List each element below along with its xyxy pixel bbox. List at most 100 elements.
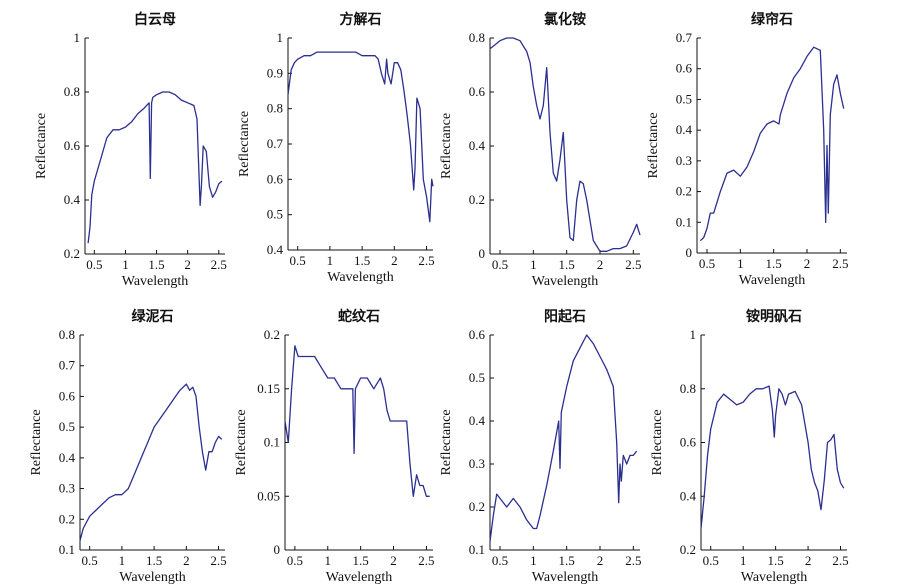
subplot-8: 0.2 0.4 0.6 0.8 1 0.5 1 1.5 2 2.5 铵明矾石 Wavelength Re… [650,308,849,585]
y-tick-label: 0.6 [469,84,486,99]
x-tick-label: 2 [597,257,604,272]
y-tick-label: 0.1 [469,542,485,557]
y-tick-label: 0.6 [267,171,284,186]
subplot-title: 白云母 [134,11,176,28]
y-axis-label: Reflectance [646,112,661,178]
x-tick-label: 0.5 [699,256,715,271]
x-tick-label: 0.5 [492,553,508,568]
y-tick-label: 0.15 [257,381,280,396]
x-axis-label: Wavelength [532,274,599,289]
y-axis-label: Reflectance [439,409,454,475]
subplot-title: 铵明矾石 [746,308,802,325]
subplot-title: 阳起石 [544,308,586,325]
x-tick-label: 1 [327,253,334,268]
x-tick-label: 1 [737,256,744,271]
x-tick-label: 1 [530,257,537,272]
x-tick-label: 2.5 [418,553,434,568]
reflectance-curve [79,383,223,541]
subplot-2: 0.4 0.5 0.6 0.7 0.8 0.9 1 0.5 1 1.5 2 2.5 方解石 Wavelen… [237,11,435,285]
x-tick-label: 0.5 [492,257,508,272]
x-tick-label: 2 [391,253,398,268]
y-axis-label: Reflectance [237,111,252,177]
reflectance-curve [284,345,430,497]
x-tick-label: 2.5 [832,256,848,271]
y-tick-label: 0.7 [59,358,76,373]
x-axis-label: Wavelength [326,570,393,585]
y-axis-label: Reflectance [234,409,249,475]
subplot-title: 绿泥石 [132,308,174,325]
x-tick-label: 1.5 [146,553,162,568]
y-tick-label: 0.8 [267,101,283,116]
subplot-title: 氯化铵 [544,11,586,28]
y-tick-label: 0.05 [257,488,280,503]
y-tick-label: 0.6 [64,138,81,153]
y-tick-label: 0.2 [469,192,485,207]
reflectance-curve [700,385,845,529]
y-tick-label: 0.8 [680,381,696,396]
y-tick-label: 0.6 [680,435,697,450]
x-tick-label: 1.5 [766,256,782,271]
x-tick-label: 2.5 [211,257,227,272]
y-axis-label: Reflectance [650,409,665,475]
y-tick-label: 0.3 [469,456,485,471]
y-tick-label: 0.2 [264,327,280,342]
x-tick-label: 0.5 [703,553,719,568]
y-tick-label: 0.4 [676,122,693,137]
x-tick-label: 2 [184,257,191,272]
x-axis-label: Wavelength [741,570,808,585]
y-tick-label: 0.5 [267,207,283,222]
subplot-3: 0 0.2 0.4 0.6 0.8 0.5 1 1.5 2 2.5 氯化铵 Wavelength Ref… [439,11,641,289]
y-axis-label: Reflectance [34,113,49,179]
x-tick-label: 1 [325,553,332,568]
y-tick-label: 0.2 [680,542,696,557]
reflectance-curve [287,51,434,223]
y-tick-label: 0.6 [469,327,486,342]
subplot-5: 0.1 0.2 0.3 0.4 0.5 0.6 0.7 0.8 0.5 1 1.5 2 2.5 绿泥石 Wa… [29,308,227,585]
subplot-7: 0.1 0.2 0.3 0.4 0.5 0.6 0.5 1 1.5 2 2.5 阳起石 Waveleng… [439,308,641,585]
subplot-4: 0 0.1 0.2 0.3 0.4 0.5 0.6 0.7 0.5 1 1.5 2 2.5 绿帘石 Wave… [646,11,848,288]
y-tick-label: 0.1 [676,214,692,229]
y-tick-label: 0 [274,542,281,557]
y-tick-label: 0.5 [469,370,485,385]
x-tick-label: 1.5 [353,553,369,568]
y-tick-label: 1 [277,30,284,45]
x-tick-label: 0.5 [290,253,306,268]
x-axis-label: Wavelength [739,273,806,288]
y-tick-label: 0.4 [59,450,76,465]
x-tick-label: 2.5 [625,553,641,568]
x-tick-label: 2 [805,553,812,568]
y-tick-label: 0.2 [469,499,485,514]
x-axis-label: Wavelength [122,274,189,289]
x-tick-label: 2.5 [832,553,848,568]
y-tick-label: 1 [74,30,81,45]
x-tick-label: 2 [390,553,397,568]
x-axis-label: Wavelength [532,570,599,585]
y-tick-label: 0.8 [59,327,75,342]
x-tick-label: 1.5 [354,253,370,268]
reflectance-curve [699,46,845,242]
y-axis-label: Reflectance [29,409,44,475]
x-tick-label: 2.5 [418,253,434,268]
subplot-title: 绿帘石 [751,11,793,28]
x-tick-label: 2 [183,553,190,568]
y-tick-label: 0.3 [676,153,692,168]
reflectance-curve [87,91,223,244]
y-axis-label: Reflectance [439,113,454,179]
x-axis-label: Wavelength [327,270,394,285]
x-tick-label: 1.5 [559,553,575,568]
x-tick-label: 1 [530,553,537,568]
y-tick-label: 0.5 [59,419,75,434]
x-tick-label: 2 [597,553,604,568]
y-tick-label: 0.1 [264,435,280,450]
x-axis-label: Wavelength [119,570,186,585]
reflectance-curve [489,37,641,252]
x-tick-label: 0.5 [86,257,102,272]
y-tick-label: 0.5 [676,91,692,106]
y-tick-label: 0.4 [469,413,486,428]
y-tick-label: 0.4 [469,138,486,153]
reflectance-curve [489,334,638,542]
x-tick-label: 1 [122,257,129,272]
x-tick-label: 1 [119,553,126,568]
y-tick-label: 0.3 [59,481,75,496]
